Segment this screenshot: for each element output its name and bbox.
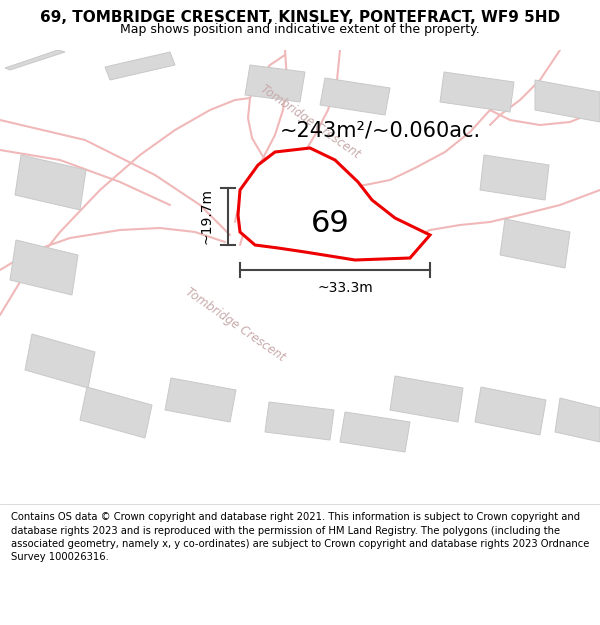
Text: Contains OS data © Crown copyright and database right 2021. This information is : Contains OS data © Crown copyright and d… xyxy=(11,512,589,562)
Polygon shape xyxy=(25,334,95,388)
Text: 69, TOMBRIDGE CRESCENT, KINSLEY, PONTEFRACT, WF9 5HD: 69, TOMBRIDGE CRESCENT, KINSLEY, PONTEFR… xyxy=(40,10,560,25)
Polygon shape xyxy=(390,376,463,422)
Polygon shape xyxy=(320,78,390,115)
Text: ~33.3m: ~33.3m xyxy=(317,281,373,295)
Polygon shape xyxy=(480,155,549,200)
Polygon shape xyxy=(10,240,78,295)
Text: ~243m²/~0.060ac.: ~243m²/~0.060ac. xyxy=(280,120,481,140)
Polygon shape xyxy=(500,219,570,268)
Text: Tombridge Crescent: Tombridge Crescent xyxy=(183,286,287,364)
Text: 69: 69 xyxy=(311,209,349,239)
Polygon shape xyxy=(15,155,86,210)
Polygon shape xyxy=(555,398,600,442)
Polygon shape xyxy=(245,65,305,102)
Polygon shape xyxy=(238,148,430,260)
Text: Tombridge Crescent: Tombridge Crescent xyxy=(258,82,362,161)
Polygon shape xyxy=(265,402,334,440)
Polygon shape xyxy=(5,50,65,70)
Polygon shape xyxy=(105,52,175,80)
Polygon shape xyxy=(165,378,236,422)
Text: ~19.7m: ~19.7m xyxy=(199,189,213,244)
Text: Map shows position and indicative extent of the property.: Map shows position and indicative extent… xyxy=(120,23,480,36)
Polygon shape xyxy=(340,412,410,452)
Polygon shape xyxy=(440,72,514,112)
Polygon shape xyxy=(535,80,600,122)
Polygon shape xyxy=(80,387,152,438)
Polygon shape xyxy=(475,387,546,435)
